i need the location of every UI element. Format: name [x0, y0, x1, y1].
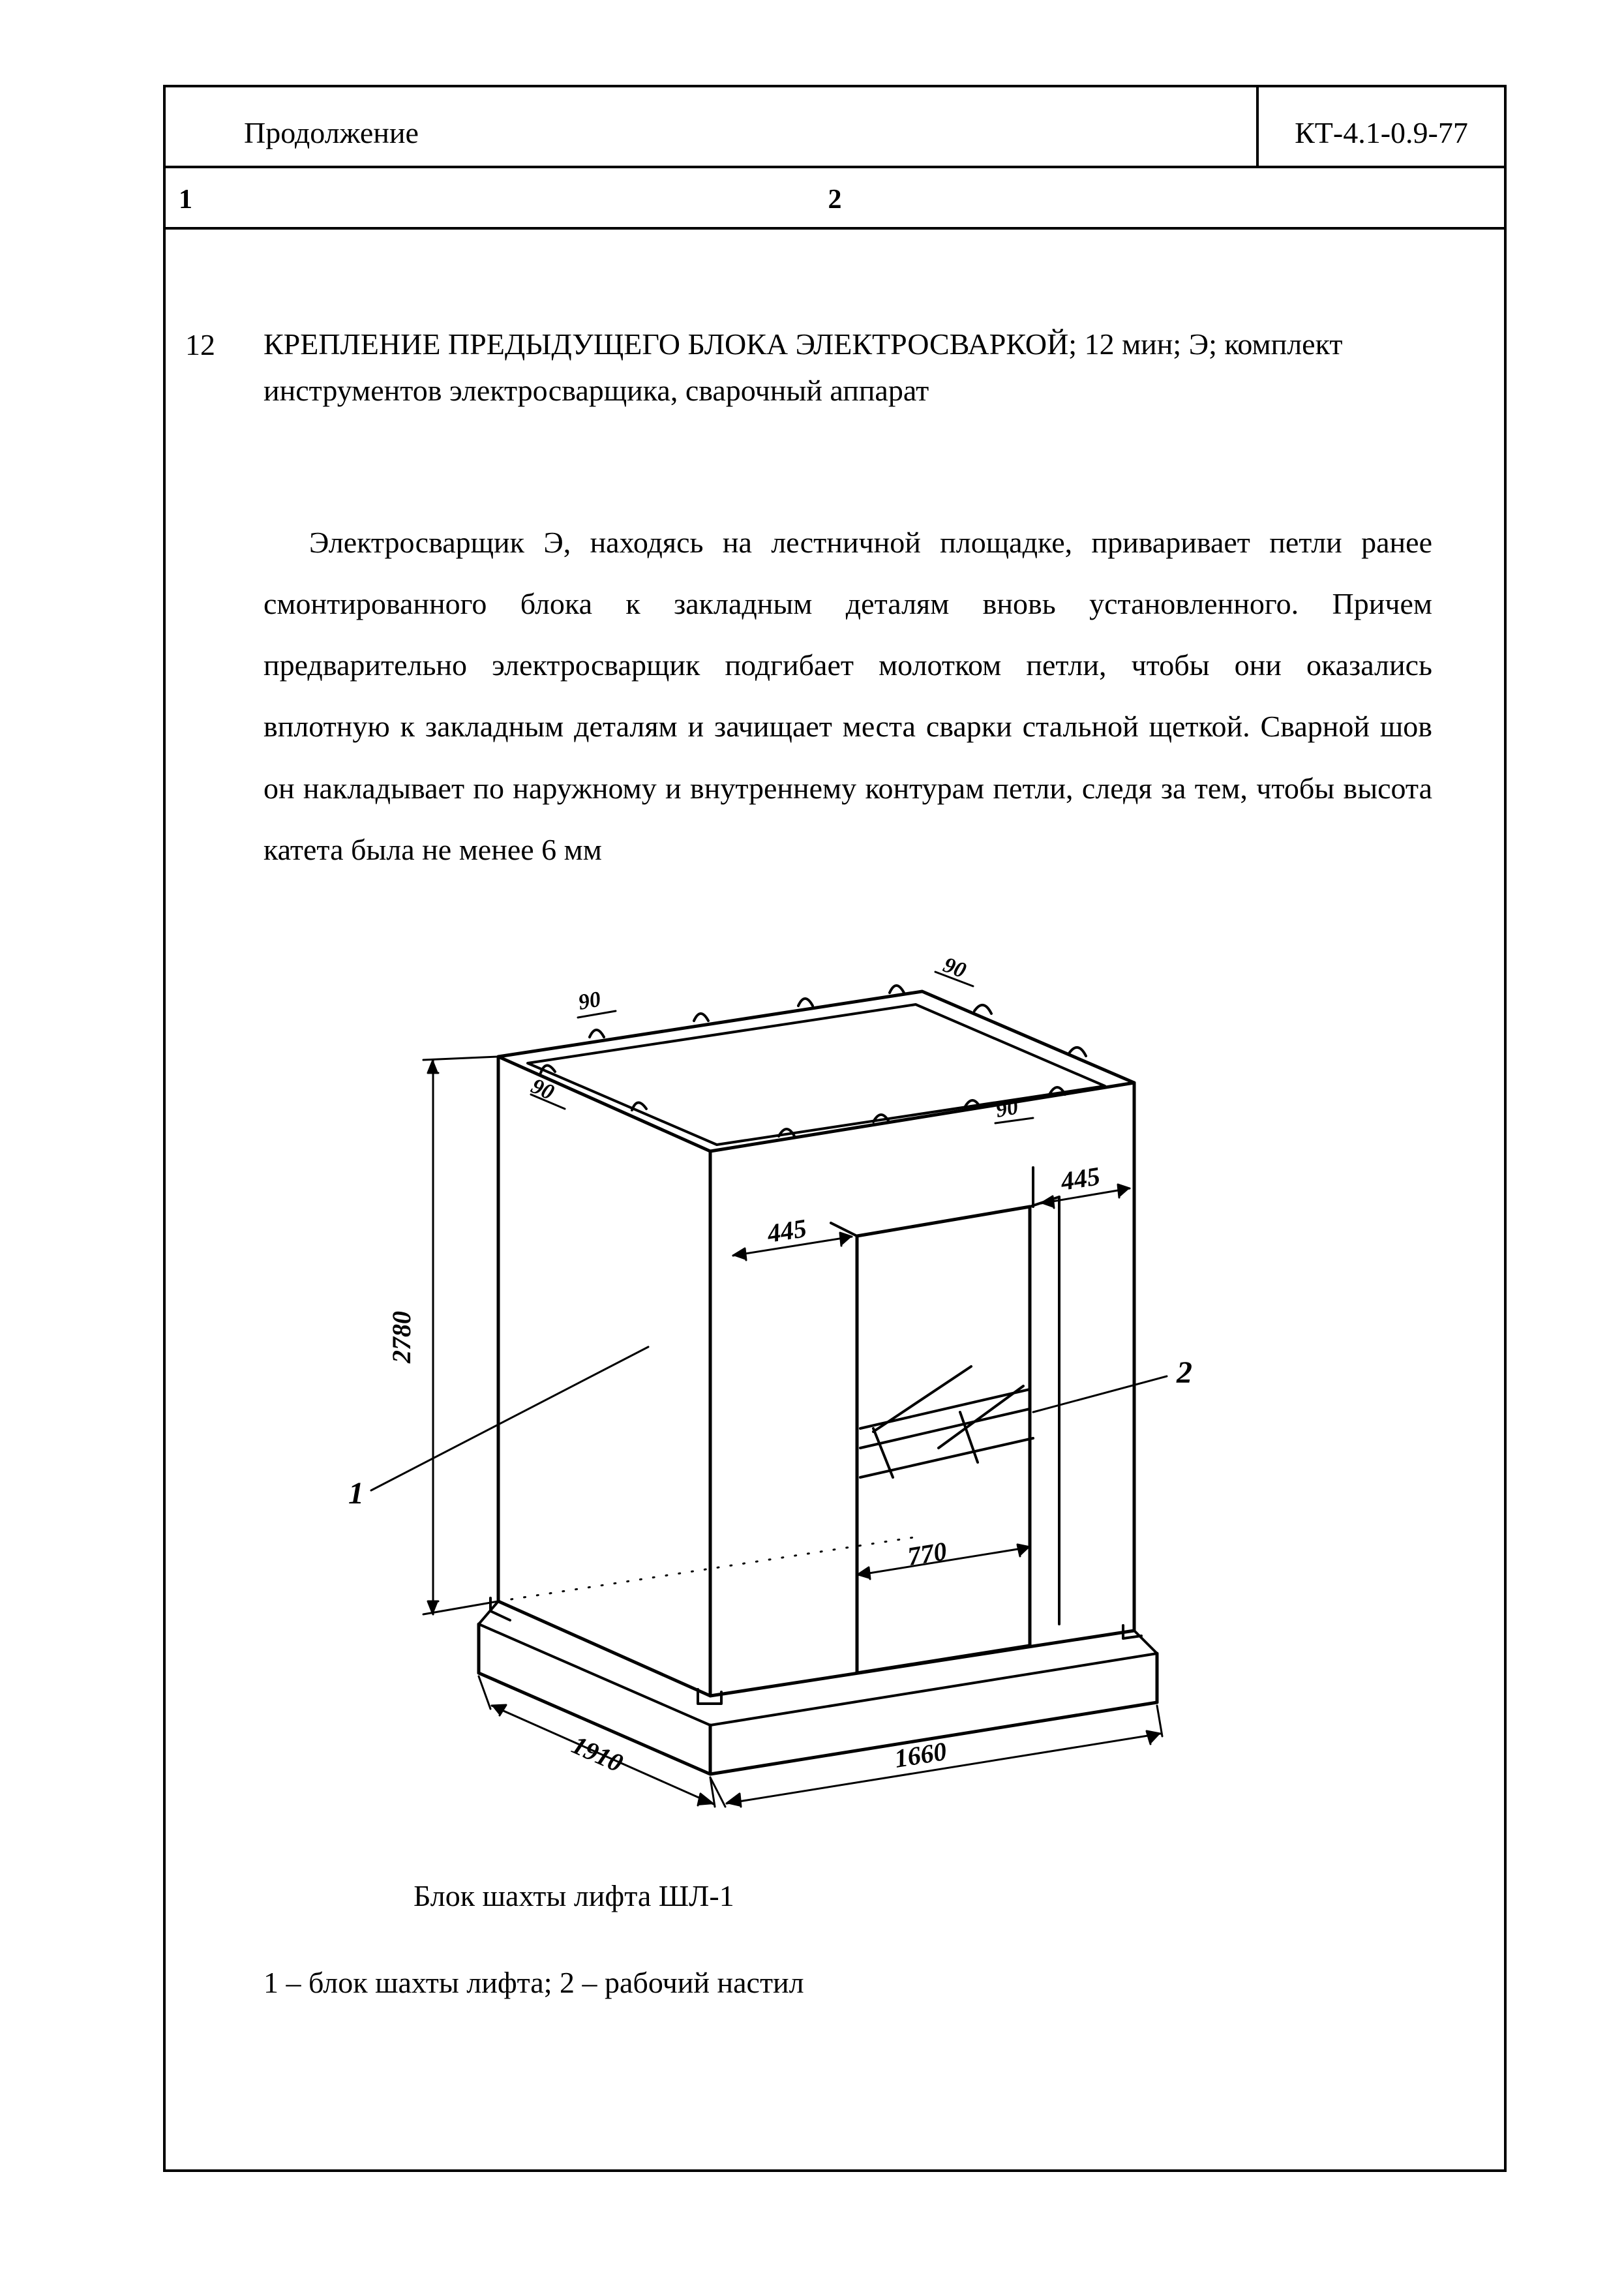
- header-continuation: Продолжение: [166, 115, 1256, 166]
- dim-top-c: 90: [528, 1074, 558, 1106]
- item-heading: КРЕПЛЕНИЕ ПРЕДЫДУЩЕГО БЛОКА ЭЛЕКТРОСВАРК…: [263, 321, 1432, 414]
- dim-top-d: 90: [994, 1095, 1020, 1123]
- figure: 2780 1910 1660 770 445 445 90 90 90 90: [283, 933, 1432, 1833]
- dim-door-width: 770: [905, 1536, 948, 1571]
- elevator-shaft-diagram: 2780 1910 1660 770 445 445 90 90 90 90: [283, 933, 1327, 1833]
- callout-2: 2: [1176, 1355, 1192, 1390]
- dim-door-side: 445: [1058, 1161, 1102, 1196]
- dim-width: 1660: [892, 1736, 948, 1773]
- column-number-1: 1: [179, 184, 192, 215]
- dim-top-a: 90: [577, 988, 603, 1015]
- header-row: Продолжение КТ-4.1-0.9-77: [166, 87, 1504, 168]
- item-number: 12: [185, 327, 215, 362]
- content-area: 12 КРЕПЛЕНИЕ ПРЕДЫДУЩЕГО БЛОКА ЭЛЕКТРОСВ…: [166, 230, 1504, 2000]
- figure-caption: Блок шахты лифта ШЛ-1: [414, 1878, 1432, 1913]
- callout-1: 1: [348, 1476, 364, 1511]
- column-number-2: 2: [828, 184, 842, 215]
- dim-depth: 1910: [567, 1730, 627, 1778]
- item-body-paragraph: Электросварщик Э, находясь на лестничной…: [263, 512, 1432, 881]
- header-doc-code: КТ-4.1-0.9-77: [1256, 87, 1504, 166]
- dim-top-b: 90: [940, 953, 969, 983]
- figure-legend: 1 – блок шахты лифта; 2 – рабочий настил: [263, 1965, 1432, 2000]
- page-frame: Продолжение КТ-4.1-0.9-77 1 2 12 КРЕПЛЕН…: [163, 85, 1507, 2172]
- page: Продолжение КТ-4.1-0.9-77 1 2 12 КРЕПЛЕН…: [0, 0, 1624, 2292]
- dim-height: 2780: [387, 1311, 416, 1364]
- column-number-row: 1 2: [166, 168, 1504, 230]
- dim-door-top: 445: [764, 1213, 808, 1248]
